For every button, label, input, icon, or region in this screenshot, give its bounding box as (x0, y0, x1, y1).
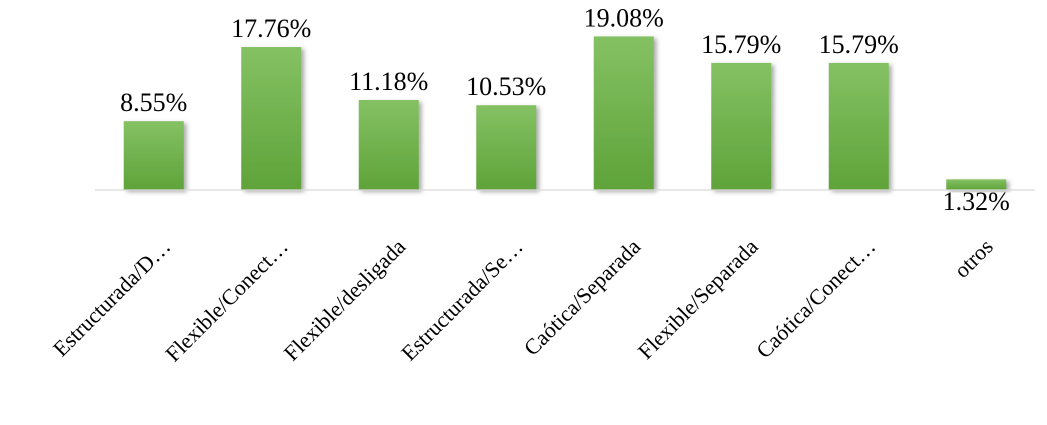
bar-3 (476, 105, 537, 190)
category-label-1: Flexible/Conect… (160, 234, 293, 367)
category-label-2: Flexible/desligada (279, 234, 411, 366)
category-label-4: Caótica/Separada (519, 234, 646, 361)
category-label-5: Flexible/Separada (633, 234, 763, 364)
bar-4 (593, 36, 654, 190)
bar-5 (711, 62, 772, 190)
bar-2 (358, 100, 419, 190)
bar-7 (946, 179, 1007, 190)
category-labels-layer: Estructurada/D…Flexible/Conect…Flexible/… (48, 234, 998, 367)
category-label-0: Estructurada/D… (48, 234, 175, 361)
value-label-6: 15.79% (819, 30, 899, 59)
category-label-6: Caótica/Conect… (751, 234, 880, 363)
bar-0 (123, 121, 184, 190)
value-label-2: 11.18% (349, 67, 428, 96)
value-label-7: 1.32% (943, 187, 1010, 216)
category-label-3: Estructurada/Se… (396, 234, 528, 366)
value-labels-layer: 8.55% 17.76% 11.18% 10.53% 19.08% 15.79% 15.79… (120, 3, 1010, 216)
value-label-4: 19.08% (584, 3, 664, 32)
bar-1 (241, 47, 302, 191)
value-label-3: 10.53% (466, 72, 546, 101)
category-label-7: otros (949, 234, 998, 283)
bars-layer (123, 36, 1007, 191)
value-label-0: 8.55% (120, 88, 187, 117)
value-label-1: 17.76% (231, 14, 311, 43)
value-label-5: 15.79% (701, 30, 781, 59)
bar-6 (828, 62, 889, 190)
